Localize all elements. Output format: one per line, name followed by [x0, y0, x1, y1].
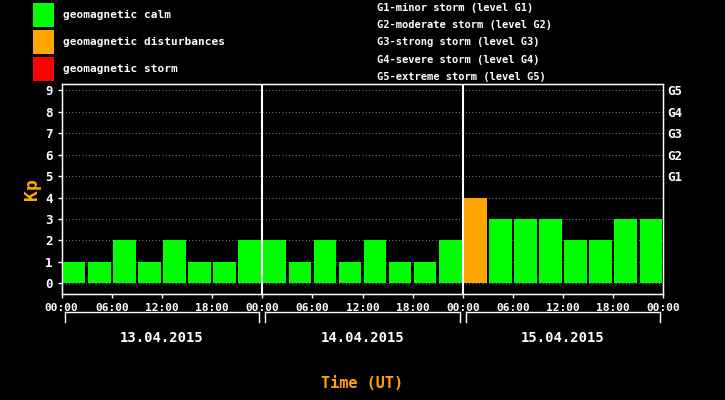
Bar — [539, 219, 562, 283]
Text: G3-strong storm (level G3): G3-strong storm (level G3) — [377, 37, 539, 47]
Bar — [389, 262, 411, 283]
Bar — [314, 240, 336, 283]
Text: G5-extreme storm (level G5): G5-extreme storm (level G5) — [377, 72, 546, 82]
Y-axis label: Kp: Kp — [23, 178, 41, 200]
Text: Time (UT): Time (UT) — [321, 376, 404, 392]
Bar — [464, 198, 486, 283]
Bar — [213, 262, 236, 283]
Bar — [63, 262, 86, 283]
Bar — [33, 30, 54, 54]
Text: geomagnetic disturbances: geomagnetic disturbances — [63, 37, 225, 47]
Bar — [339, 262, 361, 283]
Bar — [113, 240, 136, 283]
Text: G2-moderate storm (level G2): G2-moderate storm (level G2) — [377, 20, 552, 30]
Bar — [414, 262, 436, 283]
Bar — [489, 219, 512, 283]
Text: 13.04.2015: 13.04.2015 — [120, 332, 204, 346]
Bar — [33, 3, 54, 27]
Bar — [239, 240, 261, 283]
Text: G1-minor storm (level G1): G1-minor storm (level G1) — [377, 3, 534, 14]
Bar — [289, 262, 311, 283]
Bar — [439, 240, 462, 283]
Bar — [163, 240, 186, 283]
Bar — [138, 262, 161, 283]
Bar — [88, 262, 110, 283]
Bar — [589, 240, 612, 283]
Bar — [364, 240, 386, 283]
Bar — [514, 219, 536, 283]
Bar — [263, 240, 286, 283]
Bar — [564, 240, 587, 283]
Text: 15.04.2015: 15.04.2015 — [521, 332, 605, 346]
Text: G4-severe storm (level G4): G4-severe storm (level G4) — [377, 55, 539, 65]
Text: 14.04.2015: 14.04.2015 — [320, 332, 405, 346]
Bar — [615, 219, 637, 283]
Bar — [188, 262, 211, 283]
Bar — [639, 219, 662, 283]
Text: geomagnetic calm: geomagnetic calm — [63, 10, 171, 20]
Text: geomagnetic storm: geomagnetic storm — [63, 64, 178, 74]
Bar — [33, 57, 54, 81]
